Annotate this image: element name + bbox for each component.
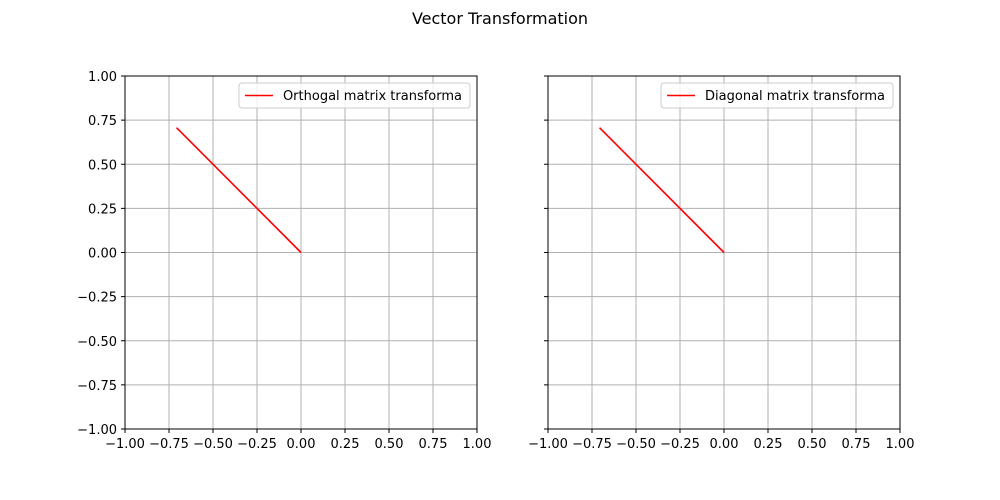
series-line (175, 127, 302, 254)
right-subplot: −1.00 −0.75 −0.50 −0.25 0.00 0.25 0.50 0.75 1.00… (528, 75, 915, 452)
legend-frame (238, 82, 471, 109)
y-tick-label: 0.75 (88, 114, 117, 129)
x-tick-label: −1.00 (528, 437, 568, 452)
y-tick-label: 1.00 (88, 70, 117, 85)
x-tick-label: −0.25 (237, 437, 277, 452)
y-tick-label: −0.75 (77, 379, 117, 394)
y-tick-label: 0.00 (88, 247, 117, 262)
y-tick-label: −1.00 (77, 423, 117, 438)
x-tick-label: 0.00 (287, 437, 316, 452)
x-tick-label: 0.75 (419, 437, 448, 452)
series-line (598, 127, 725, 254)
x-tick-label: 1.00 (463, 437, 492, 452)
x-tick-label: 0.25 (754, 437, 783, 452)
axes-frame (547, 75, 901, 430)
x-tick-label: 0.50 (798, 437, 827, 452)
x-tick-label: −0.25 (660, 437, 700, 452)
x-tick-label: 1.00 (886, 437, 915, 452)
y-tick-label: −0.50 (77, 335, 117, 350)
x-tick-label: 0.00 (710, 437, 739, 452)
legend-label: Orthogal matrix transforma (283, 89, 462, 104)
legend-frame (660, 82, 894, 109)
x-tick-label: −0.75 (149, 437, 189, 452)
y-tick-label: 0.50 (88, 158, 117, 173)
x-tick-label: 0.50 (375, 437, 404, 452)
x-tick-label: −0.50 (193, 437, 233, 452)
x-tick-label: −0.75 (572, 437, 612, 452)
y-tick-label: −0.25 (77, 291, 117, 306)
y-tick-label: 0.25 (88, 202, 117, 217)
legend-label: Diagonal matrix transforma (705, 89, 885, 104)
x-tick-label: 0.75 (842, 437, 871, 452)
x-tick-label: 0.25 (331, 437, 360, 452)
legend: Orthogal matrix transforma (238, 82, 471, 109)
x-tick-label: −0.50 (616, 437, 656, 452)
axes-frame (124, 75, 478, 430)
legend: Diagonal matrix transforma (660, 82, 894, 109)
x-tick-label: −1.00 (105, 437, 145, 452)
figure-title: Vector Transformation (412, 9, 588, 28)
left-subplot: −1.00 −0.75 −0.50 −0.25 0.00 0.25 0.50 0.75 1.00… (77, 70, 491, 452)
